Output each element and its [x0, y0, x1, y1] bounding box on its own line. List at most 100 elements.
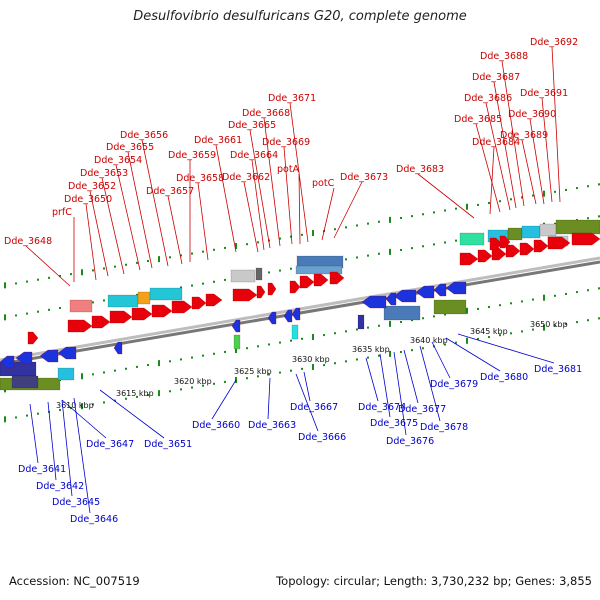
reverse-gene-arrow[interactable] — [231, 319, 241, 333]
gene-callout-line — [521, 139, 537, 205]
forward-gene-arrow[interactable] — [232, 288, 258, 302]
frame-dot — [576, 187, 578, 190]
reverse-gene-label[interactable]: Dde_3677 — [398, 404, 446, 415]
forward-gene-label[interactable]: Dde_3692 — [530, 37, 578, 48]
forward-gene-arrow[interactable] — [289, 280, 301, 294]
reverse-gene-label[interactable]: Dde_3667 — [290, 402, 338, 413]
gene-callout-line — [333, 181, 363, 239]
forward-gene-arrow[interactable] — [131, 307, 153, 321]
frame-dot — [147, 364, 149, 367]
reverse-gene-label[interactable]: Dde_3680 — [480, 372, 528, 383]
scale-tick-label: 3645 kbp — [470, 327, 508, 336]
forward-gene-label[interactable]: Dde_3669 — [262, 137, 310, 148]
reverse-gene-arrow[interactable] — [393, 289, 417, 303]
forward-gene-label[interactable]: Dde_3689 — [500, 130, 548, 141]
reverse-gene-label[interactable]: Dde_3660 — [192, 420, 240, 431]
forward-gene-arrow[interactable] — [205, 293, 223, 307]
gene-callout-line — [283, 146, 293, 245]
forward-gene-label[interactable]: Dde_3650 — [64, 194, 112, 205]
forward-gene-label[interactable]: Dde_3654 — [94, 155, 142, 166]
forward-gene-arrow[interactable] — [151, 304, 173, 318]
reverse-gene-arrow[interactable] — [445, 281, 467, 295]
forward-gene-label[interactable]: Dde_3671 — [268, 93, 316, 104]
forward-gene-arrow[interactable] — [477, 249, 493, 263]
forward-gene-arrow[interactable] — [27, 331, 39, 345]
reverse-gene-arrow[interactable] — [291, 307, 301, 321]
reverse-gene-label[interactable]: Dde_3663 — [248, 420, 296, 431]
forward-gene-label[interactable]: Dde_3652 — [68, 181, 116, 192]
forward-gene-label[interactable]: Dde_3668 — [242, 108, 290, 119]
frame-dot — [466, 337, 468, 344]
reverse-gene-arrow[interactable] — [39, 349, 59, 363]
forward-gene-arrow[interactable] — [505, 244, 521, 258]
reverse-gene-arrow[interactable] — [283, 309, 293, 323]
reverse-gene-label[interactable]: Dde_3641 — [18, 464, 66, 475]
forward-gene-label[interactable]: Dde_3683 — [396, 164, 444, 175]
forward-gene-arrow[interactable] — [533, 239, 549, 253]
forward-gene-arrow[interactable] — [519, 242, 535, 256]
reverse-gene-label[interactable]: Dde_3681 — [534, 364, 582, 375]
forward-gene-label[interactable]: Dde_3662 — [222, 172, 270, 183]
forward-gene-arrow[interactable] — [329, 271, 345, 285]
forward-gene-arrow[interactable] — [267, 282, 277, 296]
reverse-gene-label[interactable]: Dde_3645 — [52, 497, 100, 508]
reverse-gene-label[interactable]: Dde_3642 — [36, 481, 84, 492]
forward-gene-label[interactable]: Dde_3684 — [472, 137, 520, 148]
reverse-gene-arrow[interactable] — [433, 283, 447, 297]
forward-gene-label[interactable]: Dde_3661 — [194, 135, 242, 146]
reverse-gene-arrow[interactable] — [0, 355, 15, 369]
forward-gene-label[interactable]: Dde_3686 — [464, 93, 512, 104]
reverse-gene-label[interactable]: Dde_3679 — [430, 379, 478, 390]
reverse-gene-arrow[interactable] — [113, 341, 123, 355]
forward-gene-arrow[interactable] — [459, 252, 479, 266]
forward-gene-arrow[interactable] — [171, 300, 193, 314]
forward-gene-arrow[interactable] — [67, 319, 93, 333]
gene-callout-line — [89, 190, 109, 277]
reverse-gene-label[interactable]: Dde_3676 — [386, 436, 434, 447]
reverse-gene-arrow[interactable] — [57, 346, 77, 360]
forward-gene-label[interactable]: Dde_3690 — [508, 109, 556, 120]
forward-gene-label[interactable]: potA — [277, 164, 300, 175]
forward-gene-label[interactable]: prfC — [52, 207, 72, 218]
reverse-gene-label[interactable]: Dde_3647 — [86, 439, 134, 450]
forward-gene-label[interactable]: Dde_3685 — [454, 114, 502, 125]
forward-gene-label[interactable]: Dde_3657 — [146, 186, 194, 197]
gene-callout-line — [321, 187, 335, 241]
forward-gene-arrow[interactable] — [547, 236, 571, 250]
reverse-gene-label[interactable]: Dde_3646 — [70, 514, 118, 525]
reverse-gene-label[interactable]: Dde_3675 — [370, 418, 418, 429]
forward-gene-arrow[interactable] — [299, 275, 315, 289]
forward-gene-arrow[interactable] — [256, 285, 266, 299]
forward-gene-label[interactable]: Dde_3673 — [340, 172, 388, 183]
forward-gene-arrow[interactable] — [571, 232, 600, 246]
forward-gene-label[interactable]: Dde_3687 — [472, 72, 520, 83]
reverse-gene-arrow[interactable] — [267, 311, 277, 325]
reverse-gene-arrow[interactable] — [415, 285, 435, 299]
forward-gene-label[interactable]: Dde_3656 — [120, 130, 168, 141]
forward-gene-label[interactable]: Dde_3648 — [4, 236, 52, 247]
forward-gene-label[interactable]: Dde_3655 — [106, 142, 154, 153]
forward-gene-label[interactable]: potC — [312, 178, 335, 189]
forward-gene-arrow[interactable] — [499, 235, 511, 249]
forward-gene-label[interactable]: Dde_3659 — [168, 150, 216, 161]
frame-dot — [411, 215, 413, 218]
reverse-gene-label[interactable]: Dde_3651 — [144, 439, 192, 450]
reverse-gene-label[interactable]: Dde_3666 — [298, 432, 346, 443]
gene-callout-line — [243, 181, 259, 253]
forward-gene-arrow[interactable] — [489, 237, 503, 251]
forward-gene-arrow[interactable] — [191, 296, 207, 310]
reverse-gene-arrow[interactable] — [361, 295, 387, 309]
reverse-gene-label[interactable]: Dde_3678 — [420, 422, 468, 433]
forward-gene-arrow[interactable] — [313, 273, 329, 287]
forward-gene-label[interactable]: Dde_3653 — [80, 168, 128, 179]
forward-gene-label[interactable]: Dde_3691 — [520, 88, 568, 99]
forward-gene-label[interactable]: Dde_3665 — [228, 120, 276, 131]
frame-dot — [488, 336, 490, 339]
forward-gene-arrow[interactable] — [109, 310, 133, 324]
reverse-gene-arrow[interactable] — [385, 292, 397, 306]
forward-gene-label[interactable]: Dde_3658 — [176, 173, 224, 184]
forward-gene-arrow[interactable] — [91, 315, 111, 329]
forward-gene-label[interactable]: Dde_3688 — [480, 51, 528, 62]
reverse-gene-arrow[interactable] — [15, 351, 33, 365]
reverse-gene-label[interactable]: Dde_3674 — [358, 402, 406, 413]
